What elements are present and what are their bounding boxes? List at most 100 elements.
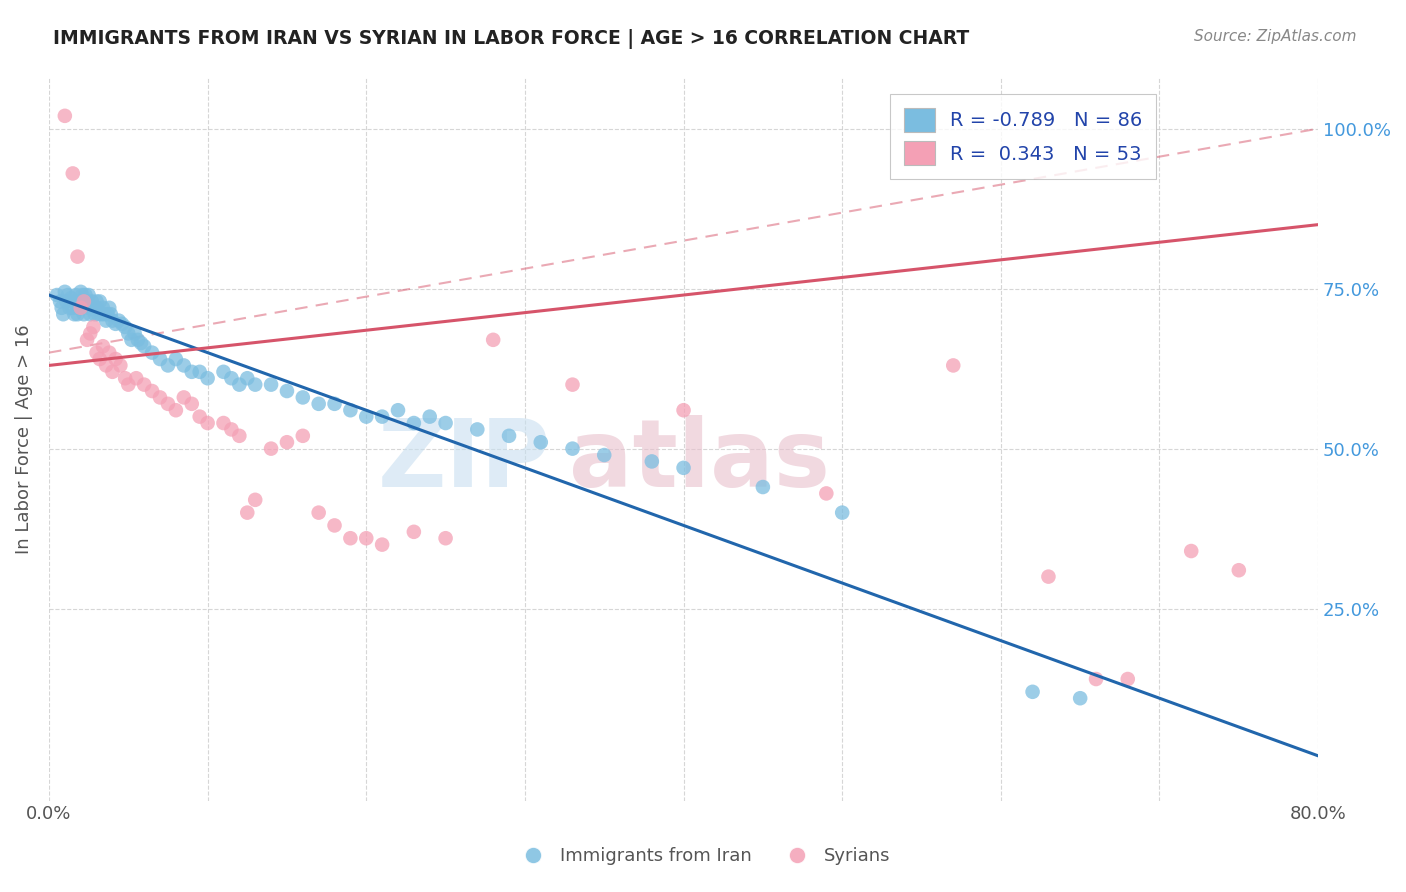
Point xyxy=(402,524,425,539)
Point xyxy=(114,320,136,334)
Point xyxy=(245,377,267,392)
Point xyxy=(942,359,965,373)
Point xyxy=(63,294,86,309)
Point xyxy=(197,371,219,385)
Point xyxy=(212,365,235,379)
Point xyxy=(91,339,114,353)
Point xyxy=(402,416,425,430)
Point xyxy=(86,345,108,359)
Y-axis label: In Labor Force | Age > 16: In Labor Force | Age > 16 xyxy=(15,324,32,554)
Point xyxy=(498,429,520,443)
Point xyxy=(104,352,127,367)
Point xyxy=(188,365,211,379)
Point xyxy=(89,352,111,367)
Point xyxy=(276,435,298,450)
Point xyxy=(173,391,195,405)
Point xyxy=(107,313,129,327)
Point xyxy=(93,307,115,321)
Point xyxy=(62,301,84,315)
Point xyxy=(94,359,117,373)
Point xyxy=(434,416,457,430)
Point xyxy=(55,294,77,309)
Point xyxy=(94,313,117,327)
Point xyxy=(228,429,250,443)
Point xyxy=(66,301,89,315)
Point xyxy=(165,403,187,417)
Point xyxy=(180,397,202,411)
Point xyxy=(53,109,76,123)
Point xyxy=(815,486,838,500)
Point xyxy=(134,339,156,353)
Point xyxy=(371,409,394,424)
Point xyxy=(87,307,110,321)
Point xyxy=(60,291,83,305)
Point xyxy=(82,320,104,334)
Point xyxy=(260,442,283,456)
Point xyxy=(180,365,202,379)
Point xyxy=(90,307,112,321)
Point xyxy=(593,448,616,462)
Point xyxy=(98,301,121,315)
Point xyxy=(356,409,378,424)
Point xyxy=(323,518,346,533)
Point xyxy=(72,288,94,302)
Point xyxy=(1085,672,1108,686)
Point xyxy=(65,288,87,302)
Point xyxy=(156,397,179,411)
Point xyxy=(1038,569,1060,583)
Point xyxy=(114,371,136,385)
Point xyxy=(69,285,91,299)
Point xyxy=(101,313,124,327)
Point xyxy=(62,166,84,180)
Point xyxy=(67,294,90,309)
Point xyxy=(63,307,86,321)
Point xyxy=(75,288,97,302)
Text: IMMIGRANTS FROM IRAN VS SYRIAN IN LABOR FORCE | AGE > 16 CORRELATION CHART: IMMIGRANTS FROM IRAN VS SYRIAN IN LABOR … xyxy=(53,29,970,48)
Text: Source: ZipAtlas.com: Source: ZipAtlas.com xyxy=(1194,29,1357,44)
Point xyxy=(561,377,583,392)
Point xyxy=(482,333,505,347)
Point xyxy=(129,336,152,351)
Point xyxy=(89,294,111,309)
Point xyxy=(69,301,91,315)
Point xyxy=(117,326,139,341)
Point xyxy=(339,531,361,545)
Point xyxy=(236,371,259,385)
Point xyxy=(121,333,143,347)
Point xyxy=(434,531,457,545)
Point xyxy=(66,250,89,264)
Point xyxy=(221,371,243,385)
Point xyxy=(125,371,148,385)
Point xyxy=(221,422,243,436)
Point xyxy=(1116,672,1139,686)
Point xyxy=(53,285,76,299)
Point xyxy=(188,409,211,424)
Point xyxy=(197,416,219,430)
Legend: Immigrants from Iran, Syrians: Immigrants from Iran, Syrians xyxy=(508,840,898,872)
Point xyxy=(212,416,235,430)
Point xyxy=(77,301,100,315)
Point xyxy=(49,294,72,309)
Point xyxy=(308,397,330,411)
Legend: R = -0.789   N = 86, R =  0.343   N = 53: R = -0.789 N = 86, R = 0.343 N = 53 xyxy=(890,95,1156,178)
Point xyxy=(1021,685,1043,699)
Point xyxy=(117,377,139,392)
Point xyxy=(101,365,124,379)
Point xyxy=(356,531,378,545)
Point xyxy=(831,506,853,520)
Point xyxy=(100,307,122,321)
Point xyxy=(419,409,441,424)
Point xyxy=(91,301,114,315)
Point xyxy=(111,317,134,331)
Point xyxy=(156,359,179,373)
Point xyxy=(276,384,298,398)
Point xyxy=(127,333,149,347)
Point xyxy=(291,429,314,443)
Point xyxy=(73,294,96,309)
Point xyxy=(79,326,101,341)
Point xyxy=(66,307,89,321)
Point xyxy=(56,288,79,302)
Point xyxy=(149,391,172,405)
Point xyxy=(124,326,146,341)
Point xyxy=(141,345,163,359)
